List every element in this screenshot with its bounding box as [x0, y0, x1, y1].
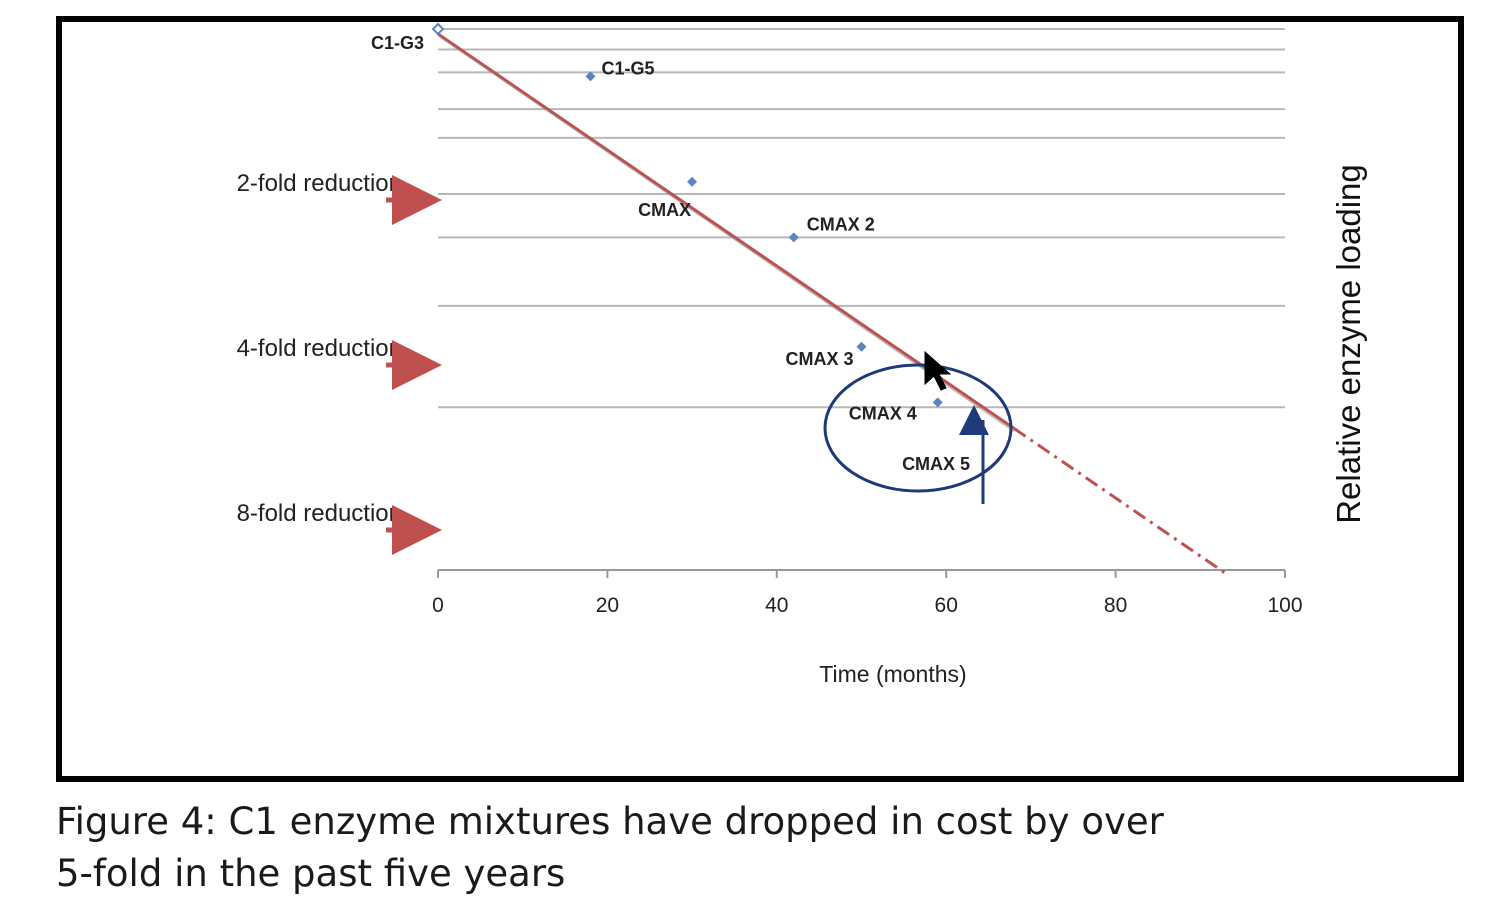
data-point-label: CMAX 3 [785, 349, 853, 369]
data-point-marker [788, 232, 799, 243]
data-point-marker [585, 71, 596, 82]
figure-frame [56, 16, 1464, 782]
caption-line-1: Figure 4: C1 enzyme mixtures have droppe… [56, 800, 1164, 843]
data-point-marker [431, 22, 445, 36]
mouse-pointer-icon [924, 350, 952, 391]
x-tick-label: 20 [596, 594, 619, 617]
x-tick-label: 60 [935, 594, 958, 617]
data-point-marker [856, 341, 867, 352]
y-axis-label: Relative enzyme loading [1330, 164, 1367, 524]
data-point-label: C1-G3 [371, 33, 424, 53]
x-tick-label: 100 [1267, 594, 1302, 617]
annotations [823, 350, 1013, 504]
x-tick-label: 40 [765, 594, 788, 617]
trend-line-extrapolated [1013, 427, 1227, 575]
x-tick-label: 80 [1104, 594, 1127, 617]
data-point-label: CMAX 2 [807, 214, 875, 234]
x-axis: 0 20 40 60 80 100 [432, 569, 1303, 617]
data-point-label: CMAX 4 [849, 403, 917, 423]
trend-line-solid [437, 32, 1015, 430]
data-point-label: CMAX 5 [902, 454, 970, 474]
fold-reduction-labels: 2-fold reduction 4-fold reduction 8-fold r… [237, 170, 442, 555]
trend-line [437, 32, 1227, 575]
caption-line-2: 5-fold in the past five years [56, 852, 566, 895]
data-point-marker [687, 176, 698, 187]
figure-caption: Figure 4: C1 enzyme mixtures have droppe… [56, 796, 1356, 900]
x-tick-label: 0 [432, 594, 444, 617]
data-points: C1-G3 C1-G5 CMAX CMAX 2 CMAX 3 CMAX 4 CMAX 5 [371, 22, 970, 474]
highlight-circle [823, 363, 1013, 493]
reference-label: 2-fold reduction [237, 170, 402, 197]
gridlines [438, 28, 1285, 409]
data-point-label: C1-G5 [601, 58, 654, 78]
data-point-label: CMAX [638, 200, 691, 220]
data-point-marker [932, 397, 943, 408]
reference-label: 4-fold reduction [237, 335, 402, 362]
reference-label: 8-fold reduction [237, 500, 402, 527]
x-axis-label: Time (months) [819, 661, 966, 687]
chart: 0 20 40 60 80 100 2-fold reduction 4-fold redu… [237, 22, 1367, 687]
